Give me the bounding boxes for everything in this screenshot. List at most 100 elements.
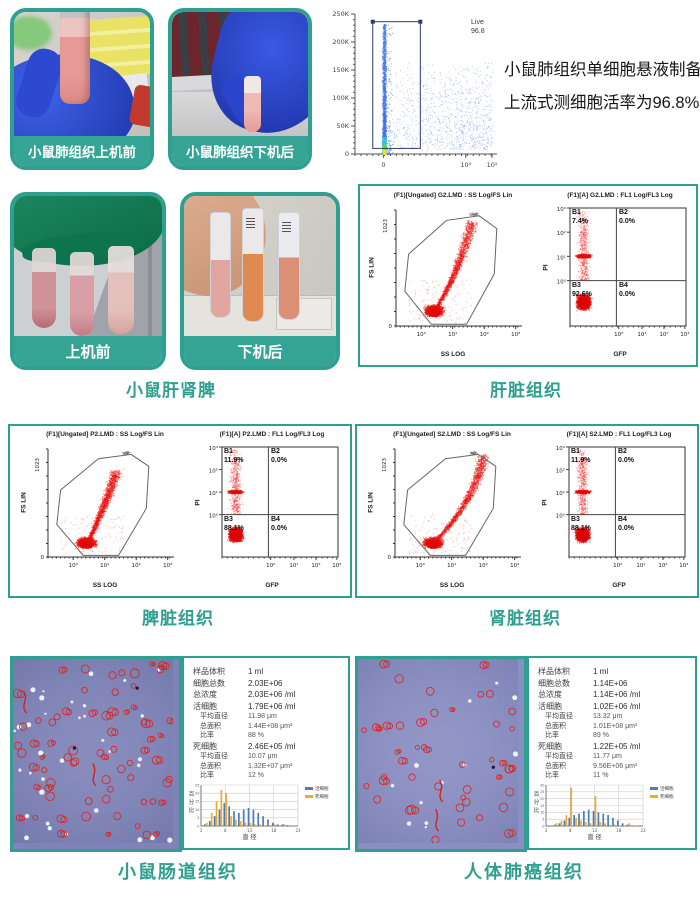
tube3-shape xyxy=(108,246,134,334)
quadrant-B4: B4 0.0% xyxy=(618,516,634,532)
quadrant-B1: B1 7.4% xyxy=(572,209,588,225)
liver-scatter-canvas xyxy=(378,204,528,342)
spleen-scatter-title: (F1)[Ungated] P2.LMD : SS Log/FS Lin xyxy=(46,431,164,438)
desc-line2: 上流式测细胞活率为96.8% xyxy=(504,94,700,112)
viability-canvas xyxy=(325,6,505,178)
tube2-shape xyxy=(70,252,94,336)
microscopy-intestine-canvas xyxy=(13,659,173,843)
stat-row: 细胞总数 1.14E+06 xyxy=(538,678,628,688)
viability-flow-plot: Live 96.8 xyxy=(325,6,505,178)
tube3-shape xyxy=(278,212,300,320)
quadrant-B2: B2 0.0% xyxy=(618,448,634,464)
kidney-scatter-canvas xyxy=(377,443,527,573)
quadrant-B3: B3 88.1% xyxy=(224,516,244,532)
tube-label-mark xyxy=(246,218,255,229)
photo-lung-before-image xyxy=(14,12,150,136)
photo-card-lung-before: 小鼠肺组织上机前 xyxy=(10,8,154,170)
stat-row: 比率 11 % xyxy=(545,772,609,779)
diameter-histogram-canvas xyxy=(186,780,344,842)
liver-scatter-title: (F1)[Ungated] G2.LMD : SS Log/FS Lin xyxy=(393,192,513,199)
stat-row: 细胞总数 2.03E+06 xyxy=(193,678,283,688)
photo-caption: 小鼠肺组织上机前 xyxy=(28,145,136,160)
stat-row: 死细胞 2.46E+05 /ml xyxy=(193,741,296,751)
photo-caption: 上机前 xyxy=(65,343,111,361)
spleen-quad-plot: (F1)[A] P2.LMD : FL1 Log/FL3 Log PI B1 11… xyxy=(190,431,344,589)
kidney-scatter-ylabel: FS LIN xyxy=(367,492,375,513)
spleen-scatter-xlabel: SS LOG xyxy=(92,582,118,589)
tube1-shape xyxy=(32,248,56,328)
stat-row: 比率 88 % xyxy=(200,732,264,739)
count-panel-intestine: 样品体积 1 ml 细胞总数 2.03E+06 总浓度 2.03E+06 /ml 活细… xyxy=(182,656,350,850)
quadrant-B2: B2 0.0% xyxy=(619,209,635,225)
flow-panel-liver: (F1)[Ungated] G2.LMD : SS Log/FS Lin FS … xyxy=(358,184,698,367)
kidney-scatter-title: (F1)[Ungated] S2.LMD : SS Log/FS Lin xyxy=(393,431,511,438)
quadrant-B4: B4 0.0% xyxy=(271,516,287,532)
liver-scatter-plot: (F1)[Ungated] G2.LMD : SS Log/FS Lin FS … xyxy=(364,192,532,358)
flow-panel-spleen: (F1)[Ungated] P2.LMD : SS Log/FS Lin FS … xyxy=(8,424,352,598)
door-edge-decor xyxy=(148,206,152,336)
quadrant-B3: B3 88.1% xyxy=(571,516,591,532)
spleen-quad-xlabel: GFP xyxy=(265,582,279,589)
live-gate-value: 96.8 xyxy=(471,28,485,35)
photo-caption-band: 下机后 xyxy=(184,336,336,366)
microscopy-intestine xyxy=(10,656,182,852)
quadrant-B4: B4 0.0% xyxy=(619,282,635,298)
photo-card-organs-before: 上机前 xyxy=(10,192,166,370)
live-gate-name: Live xyxy=(471,19,484,26)
stat-row: 活细胞 1.02E+06 /ml xyxy=(538,701,641,711)
liver-quad-ylabel: PI xyxy=(542,264,550,271)
sample-tube-shape xyxy=(244,76,261,132)
photo-lung-after-image xyxy=(172,12,308,136)
liver-quad-canvas xyxy=(552,204,690,342)
liver-quad-plot: (F1)[A] G2.LMD : FL1 Log/FL3 Log PI B1 7.… xyxy=(538,192,692,358)
tube-label-mark xyxy=(282,222,291,233)
kidney-quad-canvas xyxy=(551,443,689,573)
stat-row: 总面积 9.56E+06 μm² xyxy=(545,762,638,770)
quadrant-B2: B2 0.0% xyxy=(271,448,287,464)
photo-card-lung-after: 小鼠肺组织下机后 xyxy=(168,8,312,170)
stat-row: 平均直径 11.77 μm xyxy=(545,753,622,760)
liver-scatter-ylabel: FS LIN xyxy=(368,257,376,278)
spleen-quad-ylabel: PI xyxy=(194,499,202,506)
caption-mouse-organs: 小鼠肝肾脾 xyxy=(126,381,216,400)
caption-intestine: 小鼠肠道组织 xyxy=(118,862,238,882)
liver-quad-xlabel: GFP xyxy=(613,351,627,358)
stat-row: 平均直径 11.98 μm xyxy=(200,713,277,720)
photo-organs-before-image xyxy=(14,196,162,336)
photo-card-organs-after: 下机后 xyxy=(180,192,340,370)
desc-line1: 小鼠肺组织单细胞悬液制备 xyxy=(504,61,700,79)
liver-quad-title: (F1)[A] G2.LMD : FL1 Log/FL3 Log xyxy=(567,192,673,199)
stat-row: 死细胞 1.22E+05 /ml xyxy=(538,741,641,751)
kidney-quad-ylabel: PI xyxy=(541,499,549,506)
caption-lung-cancer: 人体肺癌组织 xyxy=(464,862,584,882)
spleen-scatter-canvas xyxy=(30,443,180,573)
green-blob-decor xyxy=(14,16,52,50)
photo-caption-band: 上机前 xyxy=(14,336,162,366)
microscopy-lung-cancer-canvas xyxy=(358,659,518,843)
kidney-quad-plot: (F1)[A] S2.LMD : FL1 Log/FL3 Log PI B1 11… xyxy=(537,431,691,589)
kidney-quad-title: (F1)[A] S2.LMD : FL1 Log/FL3 Log xyxy=(566,431,672,438)
photo-caption-band: 小鼠肺组织下机后 xyxy=(172,136,308,166)
cell-count-stats: 样品体积 1 ml 细胞总数 2.03E+06 总浓度 2.03E+06 /ml 活细… xyxy=(193,666,344,781)
quadrant-B1: B1 11.9% xyxy=(224,448,244,464)
stat-row: 平均直径 13.32 μm xyxy=(545,713,623,720)
photo-organs-after-image xyxy=(184,196,336,336)
spleen-scatter-plot: (F1)[Ungated] P2.LMD : SS Log/FS Lin FS … xyxy=(16,431,184,589)
hand-shape xyxy=(184,196,282,311)
caption-liver: 肝脏组织 xyxy=(490,381,562,400)
caption-spleen: 脾脏组织 xyxy=(142,609,214,628)
quadrant-B3: B3 92.6% xyxy=(572,282,592,298)
spleen-quad-canvas xyxy=(204,443,342,573)
sample-tube-shape xyxy=(60,12,90,104)
diameter-histogram-canvas xyxy=(531,780,689,842)
stat-row: 平均直径 10.07 μm xyxy=(200,753,278,760)
stat-row: 活细胞 1.79E+06 /ml xyxy=(193,701,296,711)
stat-row: 总面积 1.32E+07 μm² xyxy=(200,762,293,770)
flow-panel-kidney: (F1)[Ungated] S2.LMD : SS Log/FS Lin FS … xyxy=(355,424,699,598)
stat-row: 比率 89 % xyxy=(545,732,609,739)
quadrant-B1: B1 11.9% xyxy=(571,448,591,464)
kidney-scatter-plot: (F1)[Ungated] S2.LMD : SS Log/FS Lin FS … xyxy=(363,431,531,589)
kidney-quad-xlabel: GFP xyxy=(612,582,626,589)
spleen-scatter-ylabel: FS LIN xyxy=(20,492,28,513)
